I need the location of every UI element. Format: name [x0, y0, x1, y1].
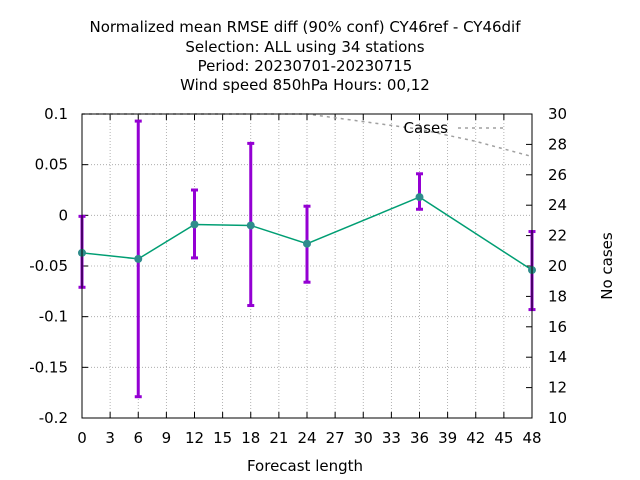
chart-title: Normalized mean RMSE diff (90% conf) CY4…: [89, 18, 521, 94]
y2-tick-label: 24: [548, 196, 567, 214]
plot-border: [81, 113, 533, 419]
data-point: [246, 221, 255, 230]
x-tick-label: 30: [354, 429, 373, 447]
x-tick-label: 48: [522, 429, 541, 447]
y2-tick-label: 30: [548, 105, 567, 123]
data-point: [134, 254, 143, 263]
y2-tick-label: 10: [548, 409, 567, 427]
y-tick-label: -0.05: [29, 257, 68, 275]
x-tick-label: 42: [466, 429, 485, 447]
x-tick-label: 0: [77, 429, 87, 447]
x-tick-label: 45: [494, 429, 513, 447]
y2-tick-label: 12: [548, 379, 567, 397]
y2-tick-label: 16: [548, 318, 567, 336]
legend-cases-label: Cases: [403, 119, 448, 137]
y-tick-label: -0.1: [39, 308, 68, 326]
x-tick-label: 33: [382, 429, 401, 447]
data-point: [190, 220, 199, 229]
title-line-4: Wind speed 850hPa Hours: 00,12: [180, 76, 430, 94]
y-axis-ticks: 0.1 0.05 0 -0.05 -0.1 -0.15 -0.2: [29, 105, 88, 427]
x-tick-label: 36: [410, 429, 429, 447]
y2-axis-ticks: 30 28 26 24 22 20 18 16 14 12 10: [526, 105, 567, 427]
y-tick-label: 0.1: [44, 105, 68, 123]
y-tick-label: -0.15: [29, 358, 68, 376]
y2-tick-label: 20: [548, 257, 567, 275]
title-line-1: Normalized mean RMSE diff (90% conf) CY4…: [89, 18, 521, 36]
x-tick-label: 18: [241, 429, 260, 447]
y2-tick-label: 22: [548, 227, 567, 245]
data-point: [415, 193, 424, 202]
y2-tick-label: 14: [548, 348, 567, 366]
data-point: [303, 239, 311, 248]
x-tick-label: 12: [185, 429, 204, 447]
x-tick-label: 9: [162, 429, 172, 447]
x-axis-label: Forecast length: [247, 457, 363, 475]
y-tick-label: 0: [58, 206, 68, 224]
x-tick-label: 39: [438, 429, 457, 447]
y2-tick-label: 18: [548, 287, 567, 305]
y2-tick-label: 26: [548, 166, 567, 184]
title-line-2: Selection: ALL using 34 stations: [185, 38, 424, 56]
title-line-3: Period: 20230701-20230715: [198, 57, 413, 75]
x-tick-label: 3: [105, 429, 115, 447]
y2-axis-label: No cases: [598, 232, 616, 300]
x-tick-label: 21: [269, 429, 288, 447]
x-tick-label: 24: [297, 429, 316, 447]
x-tick-label: 27: [326, 429, 345, 447]
x-tick-label: 6: [133, 429, 143, 447]
y-tick-label: 0.05: [35, 156, 68, 174]
x-axis-ticks: 0 3 6 9 12 15 18 21 24 27 30 33 36 39 42 45 48: [77, 114, 542, 447]
y2-tick-label: 28: [548, 135, 567, 153]
y-tick-label: -0.2: [39, 409, 68, 427]
x-tick-label: 15: [213, 429, 232, 447]
